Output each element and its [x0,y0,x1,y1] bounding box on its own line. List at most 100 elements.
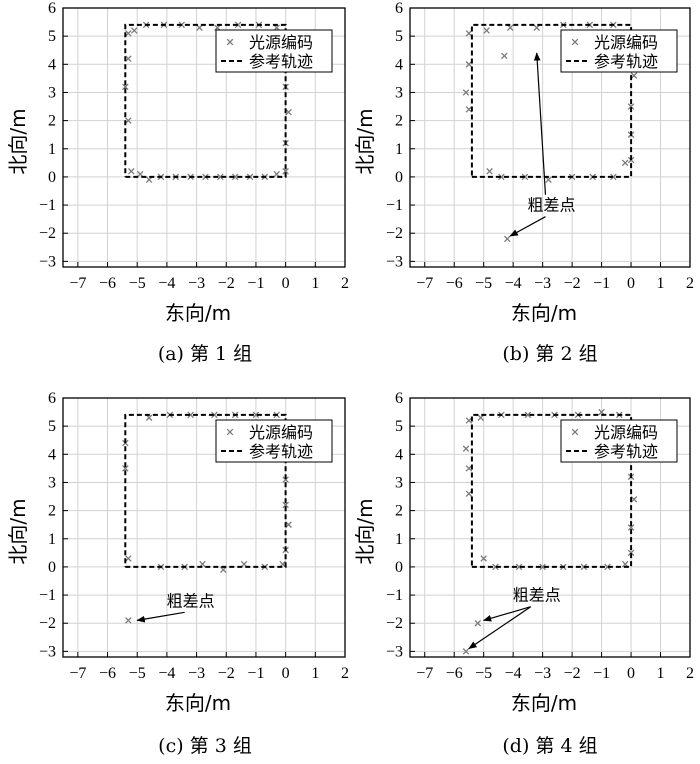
data-point [630,496,638,503]
x-tick-label: 0 [627,665,635,682]
x-axis-label: 东向/m [511,301,577,325]
data-point [187,411,194,419]
data-point [462,89,470,96]
data-point [125,555,132,562]
x-tick-label: 1 [311,665,319,682]
legend-entry: 光源编码 [594,33,658,52]
y-tick-label: 0 [395,169,403,186]
data-point [285,108,292,116]
data-point [465,106,473,113]
data-point [122,83,129,91]
legend-swatch-marker [571,38,579,46]
panel-caption: (b) 第 2 组 [502,343,597,365]
legend-box [560,29,678,73]
y-tick-label: 3 [48,84,56,101]
y-tick-label: −3 [39,643,56,660]
data-point [211,411,218,419]
y-tick-label: 2 [48,503,56,520]
x-tick-label: −2 [564,665,581,682]
y-tick-label: 1 [48,141,56,158]
y-tick-label: 3 [395,474,403,491]
data-point [474,619,482,627]
data-point [515,563,523,571]
y-axis-label: 北向/m [353,108,377,174]
data-point [465,465,473,472]
x-tick-label: 2 [341,275,349,292]
data-point [486,168,493,175]
annotation-arrow [482,606,531,622]
annotation-label: 粗差点 [513,586,561,605]
annotation-label: 粗差点 [527,196,575,215]
data-point [539,563,546,571]
data-point [480,555,487,562]
x-tick-label: −6 [99,275,116,292]
reference-trajectory-line [124,23,287,178]
x-tick-label: −3 [534,665,551,682]
legend-entry: 光源编码 [594,423,658,442]
data-point [128,168,135,175]
legend-entry: 参考轨迹 [594,442,658,461]
y-tick-label: −3 [386,253,403,270]
data-point [465,61,473,68]
y-tick-label: −3 [386,643,403,660]
x-tick-label: −5 [129,275,146,292]
y-tick-label: −2 [39,225,56,242]
data-point [627,103,635,110]
legend-box [215,29,333,73]
data-point [462,445,470,452]
data-point [282,168,289,175]
y-tick-label: 6 [395,0,403,17]
x-axis-label: 东向/m [165,301,231,325]
x-axis-label: 东向/m [511,691,577,715]
plot-frame [409,397,691,658]
x-tick-label: 1 [657,665,665,682]
y-tick-label: −2 [39,615,56,632]
x-tick-label: −5 [475,275,492,292]
data-point [282,501,289,509]
data-point [524,411,532,419]
y-tick-label: −3 [39,253,56,270]
data-point [465,490,473,497]
plot-frame [62,7,346,268]
x-tick-label: −1 [593,665,610,682]
annotation-label: 粗差点 [167,591,215,610]
legend-entry: 光源编码 [249,33,313,52]
panel-caption: (a) 第 1 组 [158,343,252,365]
y-tick-label: 6 [48,0,56,17]
data-point [125,30,132,37]
legend-box [560,419,678,463]
y-axis-label: 北向/m [353,498,377,564]
legend-swatch-marker [226,428,234,436]
data-point [125,117,132,124]
legend-entry: 参考轨迹 [249,442,313,461]
data-point [610,173,617,181]
y-tick-label: 1 [48,531,56,548]
x-tick-label: −5 [129,665,146,682]
annotation-arrow [533,52,547,195]
y-tick-label: 2 [395,503,403,520]
y-tick-label: 1 [395,141,403,158]
y-tick-label: −1 [386,587,403,604]
data-point [282,476,289,483]
y-tick-label: 3 [48,474,56,491]
legend-swatch-marker [571,428,579,436]
x-tick-label: −7 [69,275,86,292]
y-tick-label: 2 [395,113,403,130]
data-point [580,563,588,571]
data-point [234,21,242,29]
data-point [627,524,635,531]
y-tick-label: 0 [48,559,56,576]
x-tick-label: −1 [593,275,610,292]
x-tick-label: −6 [99,665,116,682]
x-tick-label: 1 [311,275,319,292]
x-tick-label: −7 [69,665,86,682]
y-axis-label: 北向/m [6,498,30,564]
y-tick-label: −1 [39,197,56,214]
chart-panel-3: −7 −6 −5 −4 −3 −2 −1 0 1 2 −3 −2 −1 0 1 2 3 4 5 6 光源编码参考轨迹粗差… [6,390,349,757]
x-tick-label: −7 [416,275,433,292]
data-point [125,617,132,624]
x-tick-label: −4 [158,665,175,682]
x-tick-label: −4 [505,665,522,682]
x-tick-label: −3 [188,665,205,682]
data-point [462,648,470,655]
